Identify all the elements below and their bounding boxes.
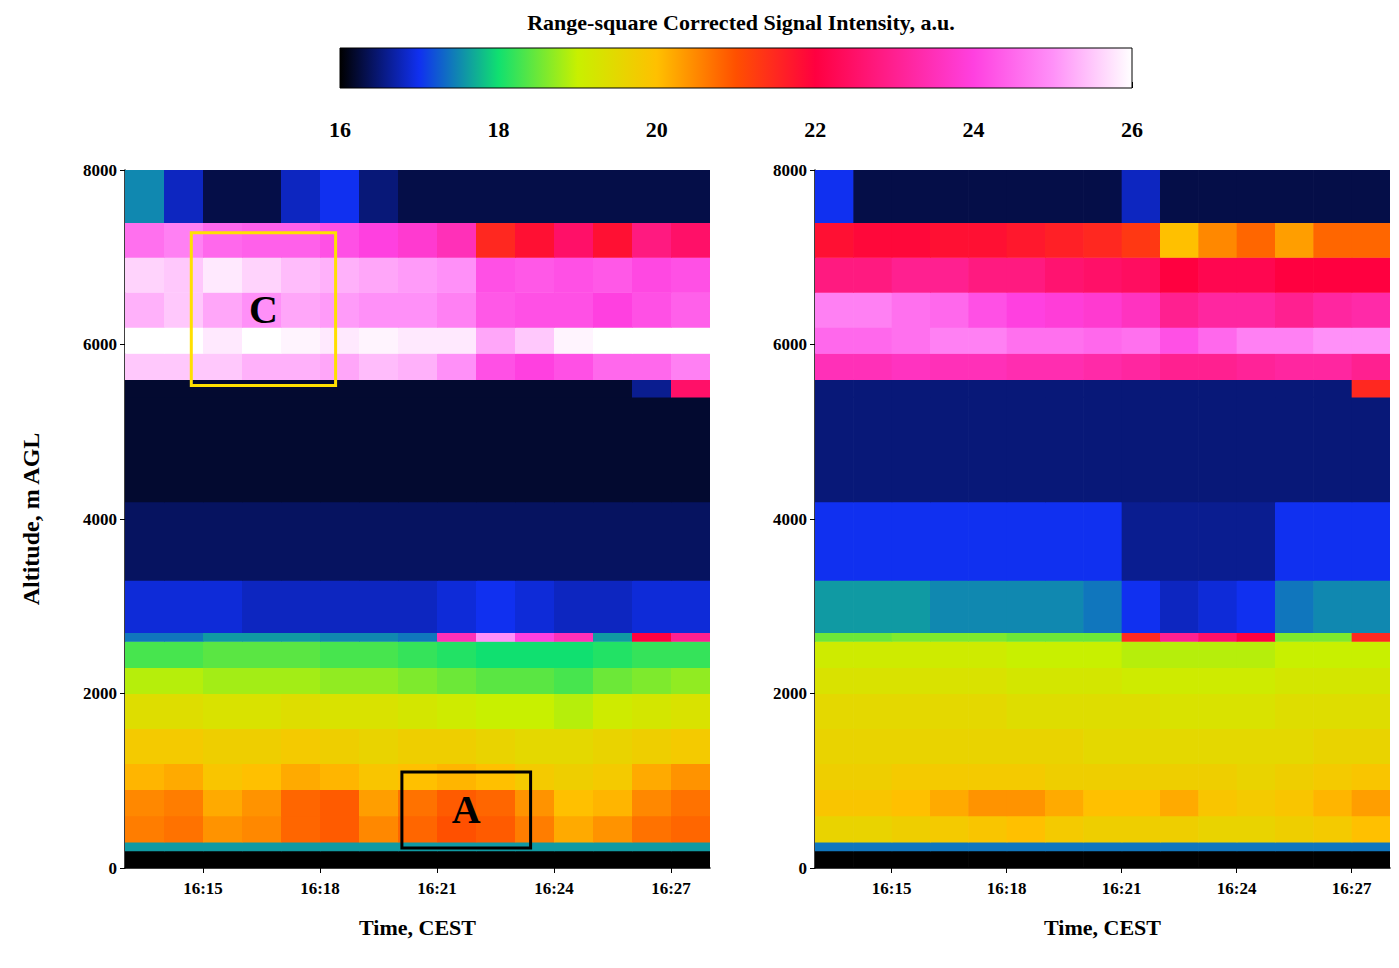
svg-text:4000: 4000: [83, 510, 117, 529]
svg-text:20: 20: [646, 117, 668, 142]
svg-text:16:18: 16:18: [300, 879, 340, 898]
svg-text:6000: 6000: [83, 335, 117, 354]
svg-text:6000: 6000: [773, 335, 807, 354]
svg-text:16:21: 16:21: [1102, 879, 1142, 898]
svg-text:24: 24: [963, 117, 985, 142]
svg-text:0: 0: [109, 859, 118, 878]
svg-text:18: 18: [487, 117, 509, 142]
svg-text:Range-square Corrected Signal: Range-square Corrected Signal Intensity,…: [527, 10, 955, 35]
svg-text:26: 26: [1121, 117, 1143, 142]
svg-text:16:21: 16:21: [417, 879, 457, 898]
svg-text:16:18: 16:18: [987, 879, 1027, 898]
svg-text:16:15: 16:15: [872, 879, 912, 898]
svg-text:22: 22: [804, 117, 826, 142]
svg-text:Time, CEST: Time, CEST: [1044, 915, 1161, 940]
svg-text:2000: 2000: [773, 684, 807, 703]
svg-text:16:27: 16:27: [651, 879, 691, 898]
svg-text:A: A: [452, 787, 481, 832]
svg-text:0: 0: [799, 859, 808, 878]
svg-text:Time, CEST: Time, CEST: [359, 915, 476, 940]
svg-text:8000: 8000: [83, 161, 117, 180]
svg-text:16:24: 16:24: [534, 879, 574, 898]
svg-text:16: 16: [329, 117, 351, 142]
svg-text:Altitude, m AGL: Altitude, m AGL: [18, 433, 44, 606]
svg-text:8000: 8000: [773, 161, 807, 180]
svg-text:2000: 2000: [83, 684, 117, 703]
svg-text:16:15: 16:15: [183, 879, 223, 898]
svg-text:C: C: [249, 287, 278, 332]
svg-text:16:24: 16:24: [1217, 879, 1257, 898]
svg-text:16:27: 16:27: [1332, 879, 1372, 898]
svg-text:4000: 4000: [773, 510, 807, 529]
